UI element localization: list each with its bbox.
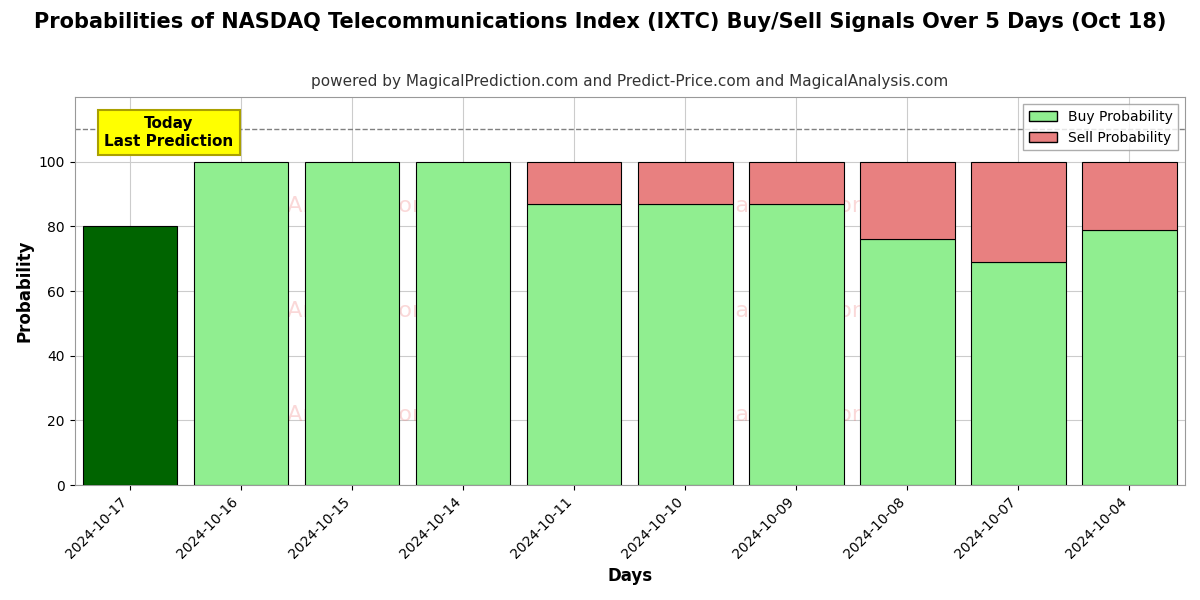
Bar	[638, 204, 732, 485]
Legend: Buy Probability, Sell Probability: Buy Probability, Sell Probability	[1024, 104, 1178, 150]
Bar	[194, 162, 288, 485]
Text: MagicalAnalysis.com: MagicalAnalysis.com	[203, 196, 434, 216]
Text: MagicalPrediction.com: MagicalPrediction.com	[671, 301, 922, 320]
Text: Probabilities of NASDAQ Telecommunications Index (IXTC) Buy/Sell Signals Over 5 : Probabilities of NASDAQ Telecommunicatio…	[34, 12, 1166, 32]
Bar	[1082, 230, 1177, 485]
Text: MagicalPrediction.com: MagicalPrediction.com	[671, 406, 922, 425]
Text: MagicalAnalysis.com: MagicalAnalysis.com	[203, 301, 434, 320]
Title: powered by MagicalPrediction.com and Predict-Price.com and MagicalAnalysis.com: powered by MagicalPrediction.com and Pre…	[311, 74, 948, 89]
Y-axis label: Probability: Probability	[16, 240, 34, 343]
Text: Today
Last Prediction: Today Last Prediction	[104, 116, 234, 149]
Bar	[749, 204, 844, 485]
Bar	[971, 262, 1066, 485]
Bar	[1082, 162, 1177, 230]
Bar	[416, 162, 510, 485]
Bar	[305, 162, 400, 485]
Bar	[83, 226, 178, 485]
Bar	[860, 239, 955, 485]
Bar	[860, 162, 955, 239]
X-axis label: Days: Days	[607, 567, 653, 585]
Bar	[971, 162, 1066, 262]
Bar	[638, 162, 732, 204]
Text: MagicalPrediction.com: MagicalPrediction.com	[671, 196, 922, 216]
Bar	[749, 162, 844, 204]
Bar	[527, 204, 622, 485]
Bar	[527, 162, 622, 204]
Text: MagicalAnalysis.com: MagicalAnalysis.com	[203, 406, 434, 425]
